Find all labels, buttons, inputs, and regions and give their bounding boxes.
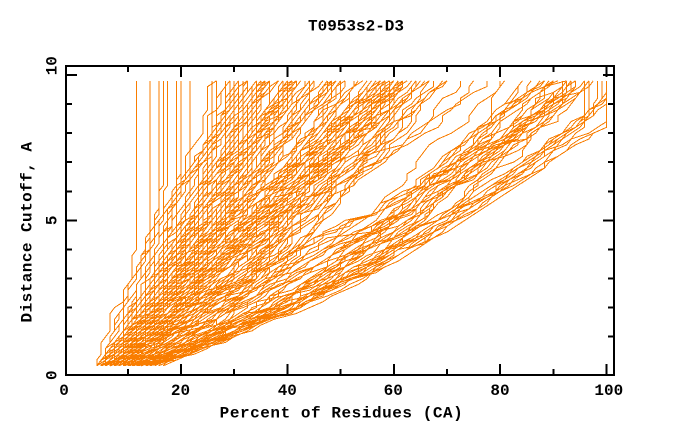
- svg-text:10: 10: [44, 56, 62, 75]
- svg-text:60: 60: [384, 382, 403, 400]
- svg-text:5: 5: [44, 215, 62, 225]
- svg-text:40: 40: [278, 382, 297, 400]
- svg-text:Percent of Residues (CA): Percent of Residues (CA): [220, 405, 464, 423]
- svg-text:Distance Cutoff, A: Distance Cutoff, A: [19, 142, 37, 323]
- svg-text:0: 0: [59, 382, 69, 400]
- svg-text:80: 80: [490, 382, 509, 400]
- svg-text:0: 0: [44, 370, 62, 380]
- svg-text:T0953s2-D3: T0953s2-D3: [308, 18, 404, 36]
- svg-text:20: 20: [171, 382, 190, 400]
- svg-text:100: 100: [594, 382, 623, 400]
